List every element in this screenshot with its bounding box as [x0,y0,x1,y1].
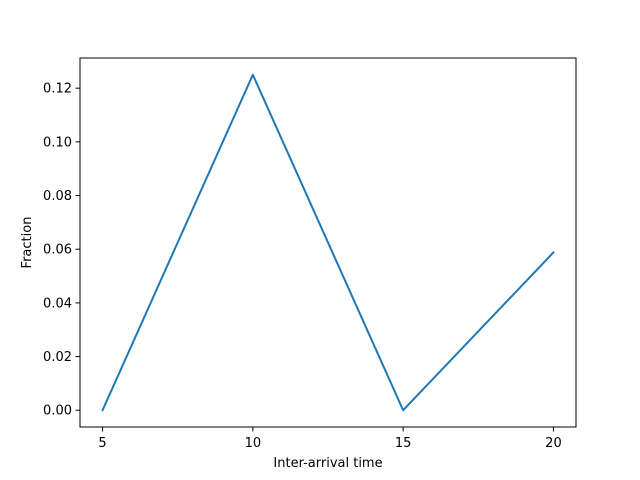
x-tick-label: 20 [545,436,562,451]
y-tick-label: 0.02 [43,350,72,365]
series-layer [101,73,555,412]
x-tick-label: 15 [395,436,412,451]
y-tick-label: 0.06 [43,243,72,258]
y-tick-label: 0.12 [43,82,72,97]
x-tick-label: 5 [98,436,106,451]
y-tick-label: 0.00 [43,404,72,419]
plot-frame [79,57,577,428]
y-tick-label: 0.08 [43,189,72,204]
y-tick-label: 0.04 [43,296,72,311]
x-axis-label: Inter-arrival time [273,456,382,471]
y-tick-label: 0.10 [43,135,72,150]
y-axis-label: Fraction [20,217,35,269]
x-axis-ticks: 5 10 15 20 [98,427,562,451]
x-tick-label: 10 [245,436,262,451]
y-axis-ticks: 0.00 0.02 0.04 0.06 0.08 0.10 0.12 [43,82,80,419]
series-line-0 [101,73,555,412]
